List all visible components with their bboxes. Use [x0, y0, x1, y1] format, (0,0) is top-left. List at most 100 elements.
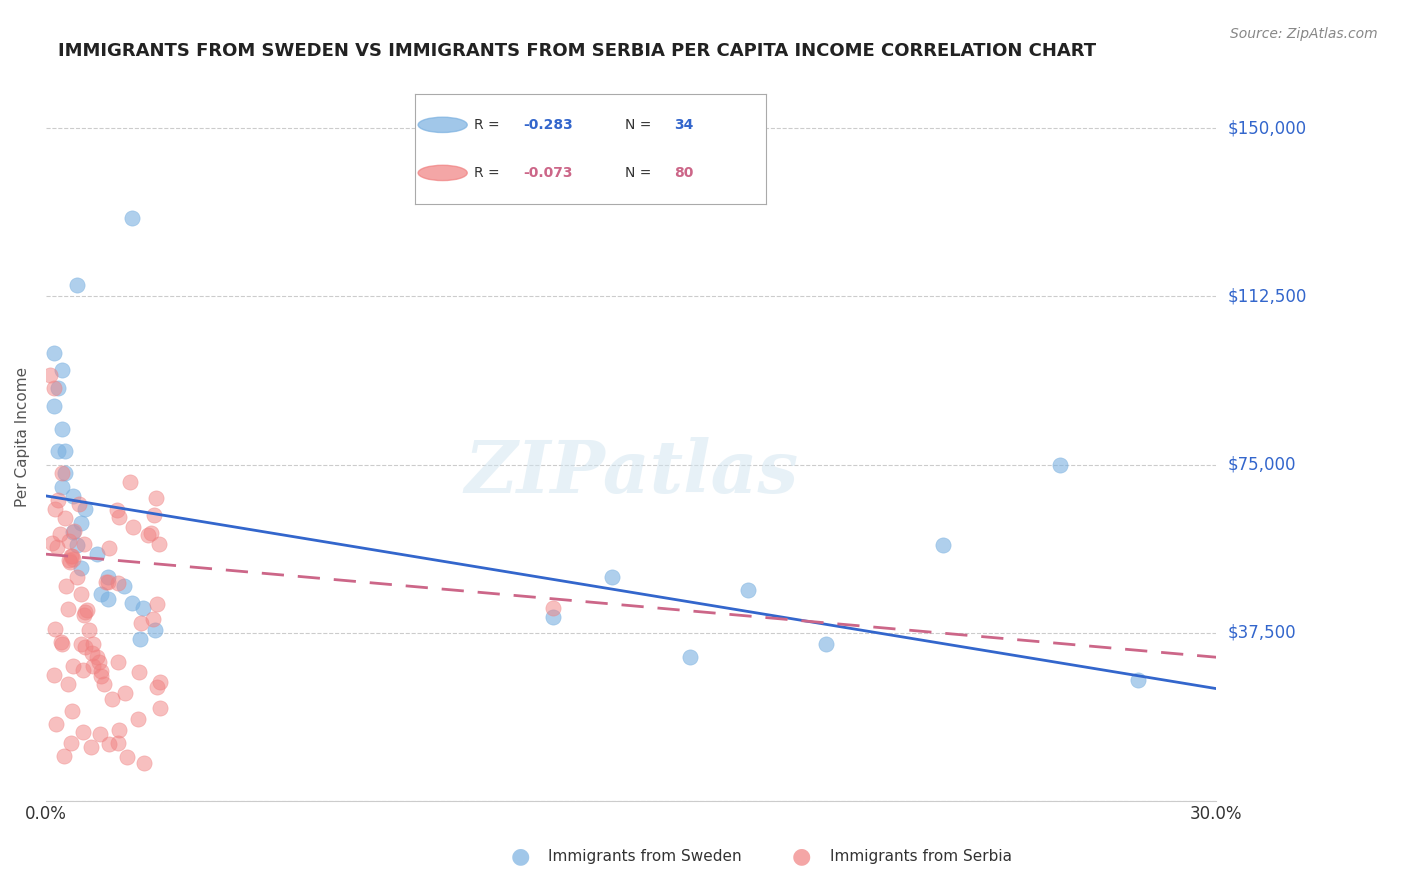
Point: [737, 582, 759, 597]
Point: [51, 637, 73, 651]
Point: [59, 736, 82, 750]
Point: [97, 569, 120, 583]
Point: [678, 650, 700, 665]
Point: [46, 444, 69, 458]
Point: [59, 549, 82, 563]
Point: [62, 524, 84, 539]
Text: ●: ●: [792, 847, 811, 866]
Point: [121, 211, 143, 225]
Point: [38, 368, 60, 382]
Point: [44, 501, 66, 516]
Point: [107, 576, 129, 591]
Point: [145, 491, 167, 505]
Text: ●: ●: [510, 847, 530, 866]
Point: [97, 574, 120, 589]
Point: [1049, 458, 1071, 472]
Point: [127, 712, 149, 726]
Point: [114, 686, 136, 700]
Point: [44, 623, 66, 637]
Point: [143, 508, 166, 522]
Text: Immigrants from Sweden: Immigrants from Sweden: [548, 849, 742, 863]
Point: [94, 575, 117, 590]
Point: [136, 527, 159, 541]
Point: [42, 381, 65, 395]
Point: [107, 723, 129, 738]
Point: [55, 579, 77, 593]
Point: [146, 597, 169, 611]
Point: [76, 603, 98, 617]
Point: [98, 737, 121, 751]
Point: [60, 704, 83, 718]
Point: [128, 665, 150, 679]
Point: [58, 533, 80, 548]
Text: Source: ZipAtlas.com: Source: ZipAtlas.com: [1230, 27, 1378, 41]
Point: [148, 536, 170, 550]
Text: $75,000: $75,000: [1227, 456, 1296, 474]
Point: [49, 635, 72, 649]
Text: Immigrants from Serbia: Immigrants from Serbia: [830, 849, 1011, 863]
Point: [131, 616, 153, 631]
Point: [82, 659, 104, 673]
Point: [128, 632, 150, 647]
Point: [132, 756, 155, 771]
Point: [72, 663, 94, 677]
Point: [62, 489, 84, 503]
Point: [121, 597, 143, 611]
Point: [46, 540, 69, 554]
Point: [121, 520, 143, 534]
Text: $150,000: $150,000: [1227, 120, 1306, 137]
Point: [51, 480, 73, 494]
Point: [66, 278, 89, 293]
Point: [600, 569, 623, 583]
Point: [51, 467, 73, 481]
Point: [59, 555, 82, 569]
Point: [1126, 673, 1149, 687]
Text: $112,500: $112,500: [1227, 287, 1306, 305]
Point: [62, 549, 84, 563]
Point: [46, 381, 69, 395]
Y-axis label: Per Capita Income: Per Capita Income: [15, 367, 30, 507]
Point: [51, 422, 73, 436]
Point: [55, 444, 77, 458]
Point: [66, 569, 89, 583]
Point: [107, 736, 129, 750]
Point: [42, 399, 65, 413]
Point: [132, 601, 155, 615]
Point: [55, 511, 77, 525]
Point: [73, 607, 96, 622]
Point: [89, 727, 111, 741]
Point: [66, 538, 89, 552]
Point: [49, 527, 72, 541]
Point: [70, 560, 93, 574]
Point: [97, 541, 120, 555]
Text: IMMIGRANTS FROM SWEDEN VS IMMIGRANTS FROM SERBIA PER CAPITA INCOME CORRELATION C: IMMIGRANTS FROM SWEDEN VS IMMIGRANTS FRO…: [58, 42, 1095, 60]
Point: [97, 591, 120, 606]
Point: [815, 637, 838, 651]
Point: [90, 664, 112, 678]
Point: [149, 700, 172, 714]
Point: [56, 602, 79, 616]
Point: [90, 587, 112, 601]
Point: [82, 637, 104, 651]
Text: ZIPatlas: ZIPatlas: [464, 437, 799, 508]
Point: [70, 516, 93, 530]
Point: [146, 680, 169, 694]
Point: [55, 467, 77, 481]
Point: [108, 510, 131, 524]
Point: [80, 739, 103, 754]
Point: [87, 655, 110, 669]
Point: [142, 612, 165, 626]
Point: [139, 526, 162, 541]
Point: [93, 677, 115, 691]
Point: [62, 551, 84, 566]
Point: [46, 493, 69, 508]
Point: [70, 637, 93, 651]
Point: [73, 606, 96, 620]
Point: [56, 677, 79, 691]
Point: [63, 524, 86, 538]
Point: [107, 656, 129, 670]
Point: [148, 674, 170, 689]
Point: [90, 668, 112, 682]
Point: [143, 624, 166, 638]
Point: [72, 724, 94, 739]
